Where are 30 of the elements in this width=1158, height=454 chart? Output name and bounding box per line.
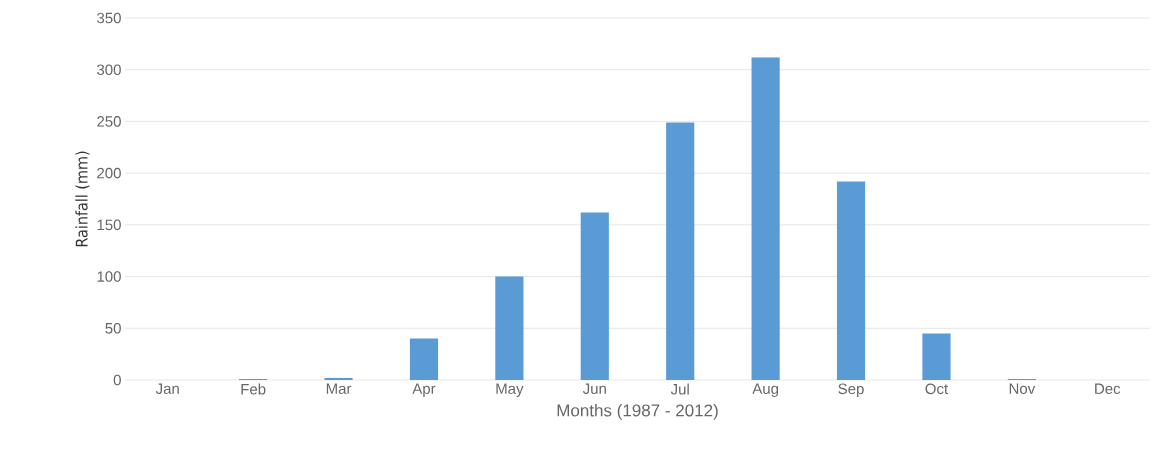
bar [922,333,951,380]
x-tick-label: Jul [670,383,689,395]
x-axis-title: Months (1987 - 2012) [557,403,718,420]
x-tick-label: Oct [925,383,949,395]
y-tick-label: 350 [97,12,121,24]
x-tick-label: Aug [752,383,778,397]
x-tick-label: May [496,383,524,397]
x-tick-label: Mar [326,383,352,394]
x-tick-label: Apr [412,383,436,397]
x-tick-label: Feb [241,383,266,395]
bar [666,122,695,380]
x-tick-label: Jun [582,383,606,394]
bar [836,181,866,380]
bar [580,212,609,380]
x-tick-label: Sep [838,383,864,398]
x-tick-label: Nov [1009,383,1036,394]
bar [409,338,439,380]
y-tick-label: 0 [113,374,121,386]
y-tick-label: 50 [105,322,121,334]
bar [495,276,524,380]
y-tick-label: 100 [97,271,121,282]
y-tick-label: 200 [97,167,121,179]
y-tick-label: 150 [97,219,121,231]
x-tick-label: Dec [1095,383,1121,394]
y-tick-label: 250 [97,116,121,127]
bar [751,57,780,380]
bar [324,377,353,380]
x-tick-label: Jan [155,383,179,394]
y-tick-label: 300 [97,64,121,76]
y-axis-title: Rainfall (mm) [75,151,90,247]
